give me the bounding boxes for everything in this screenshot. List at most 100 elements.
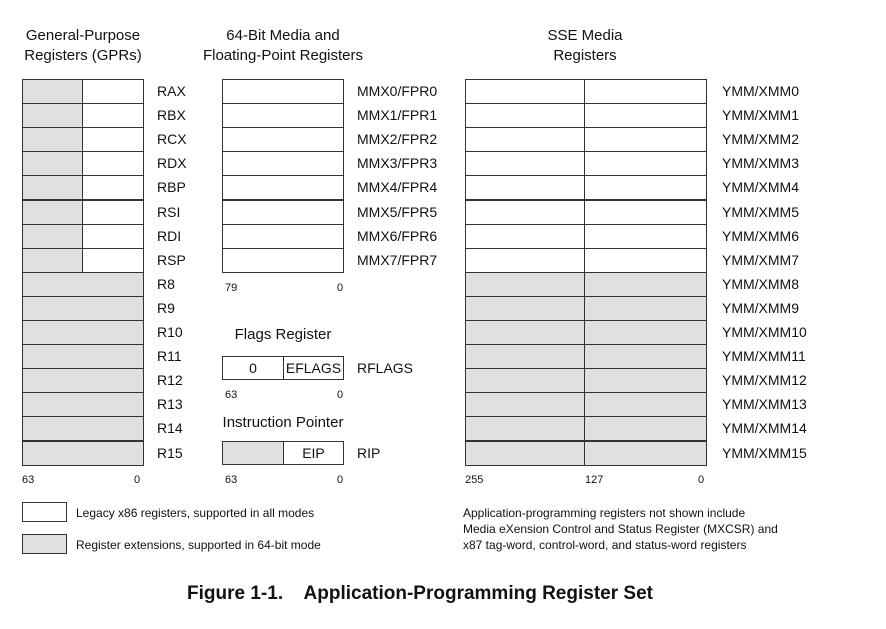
- gpr-register-field: [23, 393, 143, 417]
- gpr-register-field: [23, 441, 143, 465]
- gpr-register-name: R13: [157, 396, 183, 413]
- gpr-register-row: [22, 175, 144, 201]
- sse-register-field: [466, 248, 585, 272]
- note-line1: Application-programming registers not sh…: [463, 506, 746, 520]
- sse-header-line2: Registers: [553, 47, 617, 64]
- sse-register-field: [466, 417, 585, 441]
- note-line2: Media eXension Control and Status Regist…: [463, 522, 778, 536]
- mmx-register-name: MMX0/FPR0: [357, 83, 438, 99]
- sse-register-field: [585, 224, 706, 248]
- sse-register-row: [465, 271, 707, 297]
- mmx-register-name: MMX1/FPR1: [357, 107, 438, 124]
- flags-bit-hi: 63: [225, 389, 238, 401]
- sse-register-row: [465, 151, 707, 177]
- gpr-register-field: [83, 128, 143, 152]
- sse-register-row: [465, 103, 707, 129]
- gpr-register-field: [83, 80, 143, 104]
- gpr-register-field: [23, 272, 143, 296]
- sse-register-name: YMM/XMM7: [722, 251, 799, 268]
- sse-register-field: [466, 104, 585, 128]
- sse-register-field: [466, 200, 585, 224]
- mmx-register-row: [222, 151, 344, 177]
- sse-register-name: YMM/XMM4: [722, 179, 799, 196]
- mmx-register-name: MMX2/FPR2: [357, 131, 438, 148]
- legend-legacy-label: Legacy x86 registers, supported in all m…: [76, 506, 315, 520]
- mmx-header-line1: 64-Bit Media and: [226, 27, 340, 44]
- flags-header: Flags Register: [234, 326, 332, 343]
- mmx-register-row: [222, 199, 344, 225]
- sse-bit-mid: 127: [585, 474, 604, 486]
- sse-register-name: YMM/XMM13: [722, 396, 807, 413]
- sse-register-field: [585, 441, 706, 465]
- sse-register-field: [466, 152, 585, 176]
- sse-register-field: [585, 345, 706, 369]
- gpr-register-name: R12: [157, 372, 183, 389]
- sse-header-line1: SSE Media: [547, 27, 623, 44]
- sse-register-row: [465, 247, 707, 273]
- mmx-header-line2: Floating-Point Registers: [202, 47, 364, 64]
- sse-register-field: [466, 345, 585, 369]
- sse-register-field: [585, 152, 706, 176]
- gpr-register-row: [22, 79, 144, 105]
- legend-legacy-swatch: [22, 502, 67, 522]
- gpr-register-row: [22, 103, 144, 129]
- sse-register-field: [585, 128, 706, 152]
- mmx-register-row: [222, 79, 344, 105]
- gpr-register-name: R15: [157, 444, 183, 461]
- gpr-register-field: [83, 248, 143, 272]
- gpr-register-row: [22, 392, 144, 418]
- gpr-register-field: [23, 176, 83, 200]
- gpr-register-name: R9: [157, 299, 175, 316]
- mmx-register-row: [222, 247, 344, 273]
- sse-register-field: [585, 321, 706, 345]
- sse-register-name: YMM/XMM12: [722, 372, 807, 389]
- gpr-register-name: R10: [157, 324, 183, 340]
- sse-register-field: [466, 296, 585, 320]
- ip-bit-lo: 0: [337, 474, 344, 486]
- sse-register-field: [585, 80, 706, 104]
- sse-register-field: [585, 417, 706, 441]
- gpr-register-field: [23, 417, 143, 441]
- sse-register-field: [466, 80, 585, 104]
- gpr-register-name: R14: [157, 420, 183, 437]
- legend-extension-label: Register extensions, supported in 64-bit…: [76, 538, 321, 552]
- gpr-register-field: [23, 296, 143, 320]
- sse-register-field: [466, 393, 585, 417]
- sse-register-row: [465, 79, 707, 105]
- mmx-register-field: [223, 224, 343, 248]
- gpr-register-name: RDX: [157, 155, 187, 172]
- sse-register-field: [585, 393, 706, 417]
- mmx-register-field: [223, 80, 343, 104]
- gpr-register-field: [23, 200, 83, 224]
- gpr-register-name: R11: [157, 348, 182, 365]
- gpr-register-row: [22, 368, 144, 394]
- sse-register-row: [465, 127, 707, 153]
- mmx-register-field: [223, 176, 343, 200]
- gpr-register-field: [83, 200, 143, 224]
- gpr-register-name: RSP: [157, 251, 186, 268]
- rflags-register: 0 EFLAGS: [222, 356, 344, 380]
- gpr-register-field: [23, 369, 143, 393]
- rflags-eflags-field: EFLAGS: [284, 357, 343, 379]
- sse-bit-hi: 255: [465, 474, 484, 486]
- sse-register-row: [465, 440, 707, 466]
- gpr-register-name: RBP: [157, 179, 186, 196]
- mmx-register-name: MMX6/FPR6: [357, 227, 438, 244]
- figure-caption: Figure 1-1. Application-Programming Regi…: [187, 583, 653, 604]
- gpr-register-name: R8: [157, 275, 175, 292]
- gpr-header: General-Purpose Registers (GPRs): [0, 26, 166, 66]
- mmx-register-name: MMX7/FPR7: [357, 251, 438, 268]
- gpr-register-field: [83, 176, 143, 200]
- gpr-register-field: [23, 104, 83, 128]
- gpr-register-name: RBX: [157, 107, 186, 124]
- rip-register: EIP: [222, 441, 344, 465]
- rip-name: RIP: [357, 445, 381, 461]
- mmx-header: 64-Bit Media and Floating-Point Register…: [190, 26, 376, 66]
- flags-bit-lo: 0: [337, 389, 344, 401]
- gpr-register-name: RDI: [157, 227, 182, 244]
- mmx-register-row: [222, 103, 344, 129]
- sse-register-row: [465, 199, 707, 225]
- sse-register-field: [585, 248, 706, 272]
- sse-register-name: YMM/XMM0: [722, 83, 799, 99]
- sse-register-row: [465, 320, 707, 346]
